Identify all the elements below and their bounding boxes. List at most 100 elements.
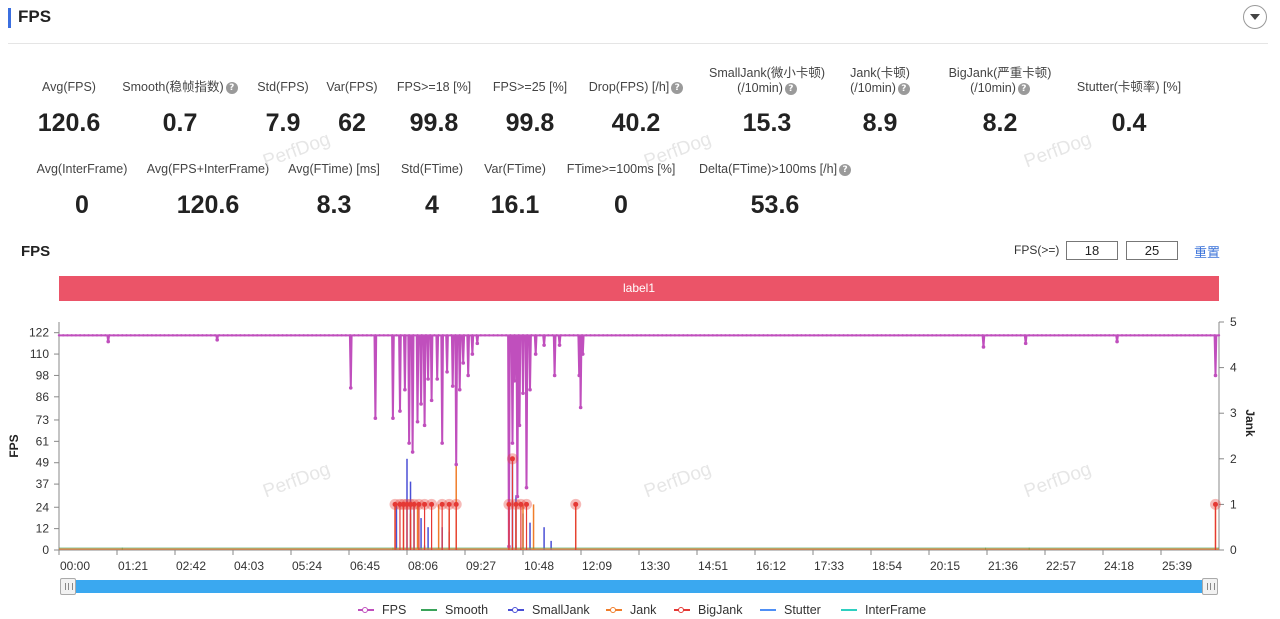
- metric-value: 120.6: [176, 191, 240, 219]
- legend-item-smooth[interactable]: Smooth: [421, 603, 489, 617]
- fps-point: [985, 334, 989, 337]
- fps-point: [435, 377, 440, 381]
- fps-point: [188, 334, 191, 337]
- fps-point: [445, 370, 449, 374]
- threshold-input-1[interactable]: [1066, 241, 1118, 260]
- fps-point: [197, 334, 200, 337]
- fps-point: [631, 334, 634, 337]
- fps-point: [521, 391, 525, 396]
- fps-point: [285, 334, 288, 337]
- fps-point: [272, 334, 276, 337]
- metric-label: Drop(FPS) [/h]?: [556, 80, 716, 95]
- fps-point: [433, 334, 436, 337]
- fps-point: [1040, 334, 1044, 337]
- fps-point: [533, 352, 538, 356]
- fps-point: [496, 334, 499, 337]
- fps-point: [577, 373, 582, 378]
- x-tick-label: 01:21: [118, 559, 148, 573]
- fps-point: [555, 334, 558, 337]
- fps-point: [551, 334, 554, 337]
- reset-link[interactable]: 重置: [1194, 245, 1221, 260]
- slider-track[interactable]: [60, 580, 1218, 593]
- fps-point: [770, 334, 774, 337]
- fps-point: [1015, 334, 1018, 337]
- metric: Var(FPS) 62: [272, 80, 432, 137]
- help-icon[interactable]: ?: [671, 81, 684, 94]
- fps-point: [461, 361, 466, 365]
- metric: FTime>=100ms [%] 0: [541, 162, 701, 219]
- legend-item-jank[interactable]: Jank: [606, 603, 656, 617]
- metric: Smooth(稳帧指数)? 0.7: [100, 80, 260, 137]
- fps-point: [513, 334, 516, 337]
- fps-point: [230, 334, 234, 337]
- threshold-input-2[interactable]: [1126, 241, 1178, 260]
- x-tick-label: 18:54: [872, 559, 902, 573]
- fps-point: [483, 334, 487, 337]
- slider-handle-right[interactable]: [1202, 578, 1218, 595]
- fps-point: [336, 334, 339, 337]
- legend-item-stutter[interactable]: Stutter: [760, 603, 821, 617]
- fps-point: [353, 334, 356, 337]
- help-icon[interactable]: ?: [225, 81, 238, 94]
- bigjank-point: [439, 501, 445, 507]
- legend-label: Smooth: [445, 603, 489, 617]
- fps-point: [943, 334, 947, 337]
- fps-point: [129, 334, 132, 337]
- fps-point: [1133, 334, 1136, 337]
- fps-point: [635, 334, 639, 337]
- fps-point: [580, 334, 584, 337]
- fps-point: [745, 334, 748, 337]
- slider-handle-left[interactable]: [60, 578, 76, 595]
- metric-value: 0.7: [162, 109, 198, 137]
- fps-point: [1108, 334, 1111, 337]
- fps-point: [466, 373, 470, 378]
- fps-point: [1065, 334, 1069, 337]
- fps-point: [981, 334, 984, 337]
- legend-item-fps[interactable]: FPS: [358, 603, 406, 617]
- fps-point: [391, 416, 395, 420]
- help-icon[interactable]: ?: [784, 82, 797, 95]
- fps-point: [690, 334, 693, 337]
- fps-point: [348, 334, 352, 337]
- fps-point: [517, 423, 522, 428]
- fps-point: [610, 334, 613, 337]
- fps-point: [829, 334, 833, 337]
- fps-point: [348, 386, 353, 390]
- fps-point: [492, 334, 495, 337]
- metric-label: FPS>=18 [%]: [396, 80, 472, 94]
- legend-label: BigJank: [698, 603, 743, 617]
- collapse-button[interactable]: [1243, 5, 1267, 29]
- legend-item-smalljank[interactable]: SmallJank: [508, 603, 590, 617]
- metric-label: Std(FTime): [400, 162, 464, 176]
- legend-item-interframe[interactable]: InterFrame: [841, 603, 926, 617]
- fps-point: [457, 387, 462, 392]
- legend-item-bigjank[interactable]: BigJank: [674, 603, 743, 617]
- fps-point: [517, 334, 520, 337]
- fps-point: [1070, 334, 1073, 337]
- fps-point: [597, 334, 601, 337]
- help-icon[interactable]: ?: [839, 163, 852, 176]
- fps-point: [247, 334, 251, 337]
- fps-point: [956, 334, 959, 337]
- fps-point: [424, 334, 428, 337]
- label-band[interactable]: label1: [59, 276, 1219, 301]
- fps-point: [1087, 334, 1090, 337]
- fps-point: [99, 334, 103, 337]
- time-range-slider[interactable]: [60, 578, 1218, 595]
- fps-point: [365, 334, 369, 337]
- x-tick-label: 06:45: [350, 559, 380, 573]
- metric-value: 15.3: [742, 109, 792, 137]
- fps-point: [538, 334, 542, 337]
- fps-point: [315, 334, 318, 337]
- metric-label: FPS>=25 [%]: [492, 80, 568, 94]
- fps-point: [374, 334, 377, 337]
- fps-point: [298, 334, 301, 337]
- fps-point: [732, 334, 736, 337]
- metric: Var(FTime) 16.1: [435, 162, 595, 219]
- help-icon[interactable]: ?: [1017, 82, 1030, 95]
- metric-label: Var(FTime): [484, 162, 546, 176]
- help-icon[interactable]: ?: [897, 82, 910, 95]
- fps-point: [614, 334, 617, 337]
- fps-point: [644, 334, 647, 337]
